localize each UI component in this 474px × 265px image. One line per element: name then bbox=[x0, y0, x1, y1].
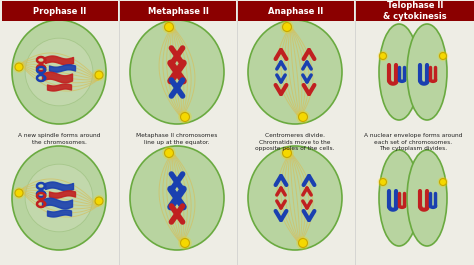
Circle shape bbox=[181, 113, 190, 121]
Ellipse shape bbox=[407, 150, 447, 246]
Circle shape bbox=[439, 179, 447, 186]
Circle shape bbox=[438, 177, 448, 187]
Circle shape bbox=[13, 61, 25, 73]
Bar bbox=[356, 1, 474, 21]
Ellipse shape bbox=[130, 146, 224, 250]
Circle shape bbox=[283, 148, 292, 157]
Ellipse shape bbox=[12, 146, 106, 250]
Circle shape bbox=[181, 238, 190, 248]
Circle shape bbox=[175, 212, 179, 216]
Text: Telophase II
& cytokinesis: Telophase II & cytokinesis bbox=[383, 1, 447, 21]
Circle shape bbox=[95, 71, 103, 79]
Circle shape bbox=[164, 23, 173, 32]
Ellipse shape bbox=[12, 20, 106, 124]
Text: A new spindle forms around
the chromosomes.: A new spindle forms around the chromosom… bbox=[18, 133, 100, 145]
Text: Metaphase II chromosomes
line up at the equator.: Metaphase II chromosomes line up at the … bbox=[137, 133, 218, 145]
Text: Anaphase II: Anaphase II bbox=[268, 7, 324, 15]
Circle shape bbox=[93, 69, 105, 81]
Circle shape bbox=[380, 52, 386, 60]
Circle shape bbox=[296, 110, 310, 124]
Ellipse shape bbox=[248, 20, 342, 124]
Circle shape bbox=[380, 179, 386, 186]
Circle shape bbox=[162, 146, 176, 160]
Ellipse shape bbox=[379, 24, 419, 120]
Circle shape bbox=[164, 148, 173, 157]
Circle shape bbox=[178, 236, 192, 250]
Ellipse shape bbox=[379, 150, 419, 246]
Ellipse shape bbox=[248, 146, 342, 250]
Text: Prophase II: Prophase II bbox=[33, 7, 87, 15]
Circle shape bbox=[93, 195, 105, 207]
Ellipse shape bbox=[130, 20, 224, 124]
Circle shape bbox=[178, 110, 192, 124]
Ellipse shape bbox=[407, 24, 447, 120]
Circle shape bbox=[162, 20, 176, 34]
Circle shape bbox=[299, 238, 308, 248]
Circle shape bbox=[439, 52, 447, 60]
Circle shape bbox=[283, 23, 292, 32]
Text: Centromeres divide.
Chromatids move to the
opposite poles of the cells.: Centromeres divide. Chromatids move to t… bbox=[255, 133, 335, 151]
Circle shape bbox=[175, 196, 179, 200]
Circle shape bbox=[175, 70, 179, 74]
Circle shape bbox=[15, 189, 23, 197]
Circle shape bbox=[95, 197, 103, 205]
Circle shape bbox=[280, 146, 294, 160]
Circle shape bbox=[175, 86, 179, 90]
Circle shape bbox=[280, 20, 294, 34]
Text: Metaphase II: Metaphase II bbox=[147, 7, 209, 15]
Bar bbox=[2, 1, 118, 21]
Circle shape bbox=[378, 51, 388, 61]
Bar bbox=[120, 1, 236, 21]
Circle shape bbox=[378, 177, 388, 187]
Ellipse shape bbox=[25, 38, 93, 106]
Circle shape bbox=[13, 187, 25, 199]
Ellipse shape bbox=[25, 164, 93, 232]
Circle shape bbox=[296, 236, 310, 250]
Circle shape bbox=[299, 113, 308, 121]
Circle shape bbox=[175, 54, 179, 58]
Bar bbox=[238, 1, 354, 21]
Circle shape bbox=[15, 63, 23, 71]
Circle shape bbox=[438, 51, 448, 61]
Circle shape bbox=[175, 180, 179, 184]
Text: A nuclear envelope forms around
each set of chromosomes.
The cytoplasm divides.: A nuclear envelope forms around each set… bbox=[364, 133, 462, 151]
